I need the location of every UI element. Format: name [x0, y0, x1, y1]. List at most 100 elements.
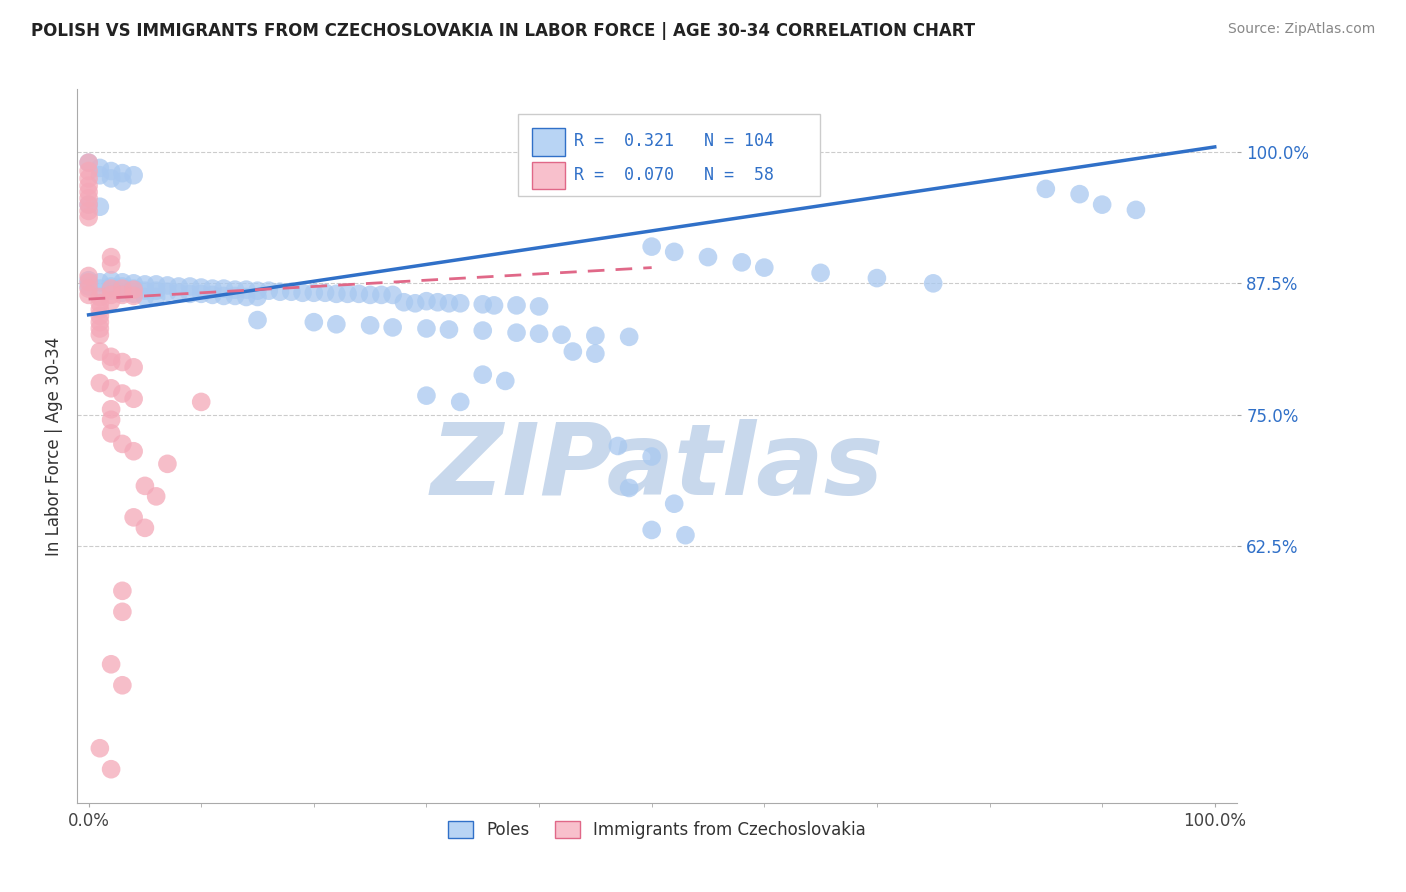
Point	[89, 200, 111, 214]
Point	[527, 300, 550, 314]
Point	[866, 271, 889, 285]
Point	[381, 288, 404, 302]
Point	[111, 282, 134, 296]
Point	[505, 326, 527, 340]
Text: POLISH VS IMMIGRANTS FROM CZECHOSLOVAKIA IN LABOR FORCE | AGE 30-34 CORRELATION : POLISH VS IMMIGRANTS FROM CZECHOSLOVAKIA…	[31, 22, 974, 40]
Point	[100, 257, 122, 271]
Point	[235, 290, 257, 304]
Point	[122, 444, 145, 458]
Point	[111, 437, 134, 451]
Point	[77, 185, 100, 199]
Point	[640, 450, 662, 464]
Point	[122, 277, 145, 291]
Point	[246, 290, 269, 304]
Point	[471, 368, 494, 382]
Point	[606, 439, 628, 453]
Point	[89, 161, 111, 175]
Point	[201, 282, 224, 296]
Point	[89, 327, 111, 342]
Point	[617, 330, 640, 344]
Point	[89, 741, 111, 756]
Point	[89, 168, 111, 182]
Point	[437, 322, 460, 336]
Point	[77, 211, 100, 225]
Point	[100, 250, 122, 264]
Point	[156, 457, 179, 471]
Point	[359, 318, 381, 333]
Point	[100, 284, 122, 298]
Point	[89, 296, 111, 310]
Point	[302, 315, 325, 329]
Point	[494, 374, 516, 388]
Point	[426, 295, 449, 310]
Point	[89, 315, 111, 329]
Point	[100, 279, 122, 293]
Point	[77, 178, 100, 193]
Point	[415, 389, 437, 403]
Bar	[531, 128, 565, 155]
Point	[617, 481, 640, 495]
Point	[190, 395, 212, 409]
Point	[122, 510, 145, 524]
Point	[1125, 202, 1147, 217]
Point	[583, 346, 606, 360]
Point	[664, 244, 686, 259]
Point	[145, 284, 167, 298]
Text: Source: ZipAtlas.com: Source: ZipAtlas.com	[1227, 22, 1375, 37]
Point	[224, 289, 246, 303]
Point	[100, 171, 122, 186]
Point	[482, 298, 505, 312]
Point	[122, 286, 145, 301]
Point	[89, 302, 111, 317]
Point	[111, 678, 134, 692]
Point	[111, 285, 134, 300]
Point	[1035, 182, 1057, 196]
Point	[100, 350, 122, 364]
Point	[754, 260, 776, 275]
Point	[1069, 187, 1091, 202]
Point	[100, 762, 122, 776]
Point	[100, 426, 122, 441]
Point	[145, 290, 167, 304]
Point	[100, 164, 122, 178]
Point	[111, 279, 134, 293]
Point	[100, 657, 122, 672]
Point	[89, 376, 111, 390]
Point	[77, 203, 100, 218]
Point	[190, 280, 212, 294]
Point	[77, 197, 100, 211]
FancyBboxPatch shape	[517, 114, 820, 196]
Point	[145, 489, 167, 503]
Point	[77, 164, 100, 178]
Point	[922, 277, 945, 291]
Point	[111, 288, 134, 302]
Point	[122, 392, 145, 406]
Point	[810, 266, 832, 280]
Point	[280, 285, 302, 299]
Point	[314, 285, 336, 300]
Point	[257, 284, 280, 298]
Point	[100, 402, 122, 417]
Y-axis label: In Labor Force | Age 30-34: In Labor Force | Age 30-34	[45, 336, 63, 556]
Point	[269, 285, 291, 299]
Point	[122, 360, 145, 375]
Point	[111, 175, 134, 189]
Point	[664, 497, 686, 511]
Point	[550, 327, 572, 342]
Point	[122, 168, 145, 182]
Point	[212, 282, 235, 296]
Point	[77, 197, 100, 211]
Point	[583, 328, 606, 343]
Point	[89, 321, 111, 335]
Point	[640, 239, 662, 253]
Point	[100, 381, 122, 395]
Point	[77, 268, 100, 283]
Point	[111, 386, 134, 401]
Point	[731, 255, 754, 269]
Point	[336, 286, 359, 301]
Point	[1091, 197, 1114, 211]
Point	[89, 290, 111, 304]
Point	[437, 296, 460, 310]
Point	[77, 273, 100, 287]
Point	[697, 250, 720, 264]
